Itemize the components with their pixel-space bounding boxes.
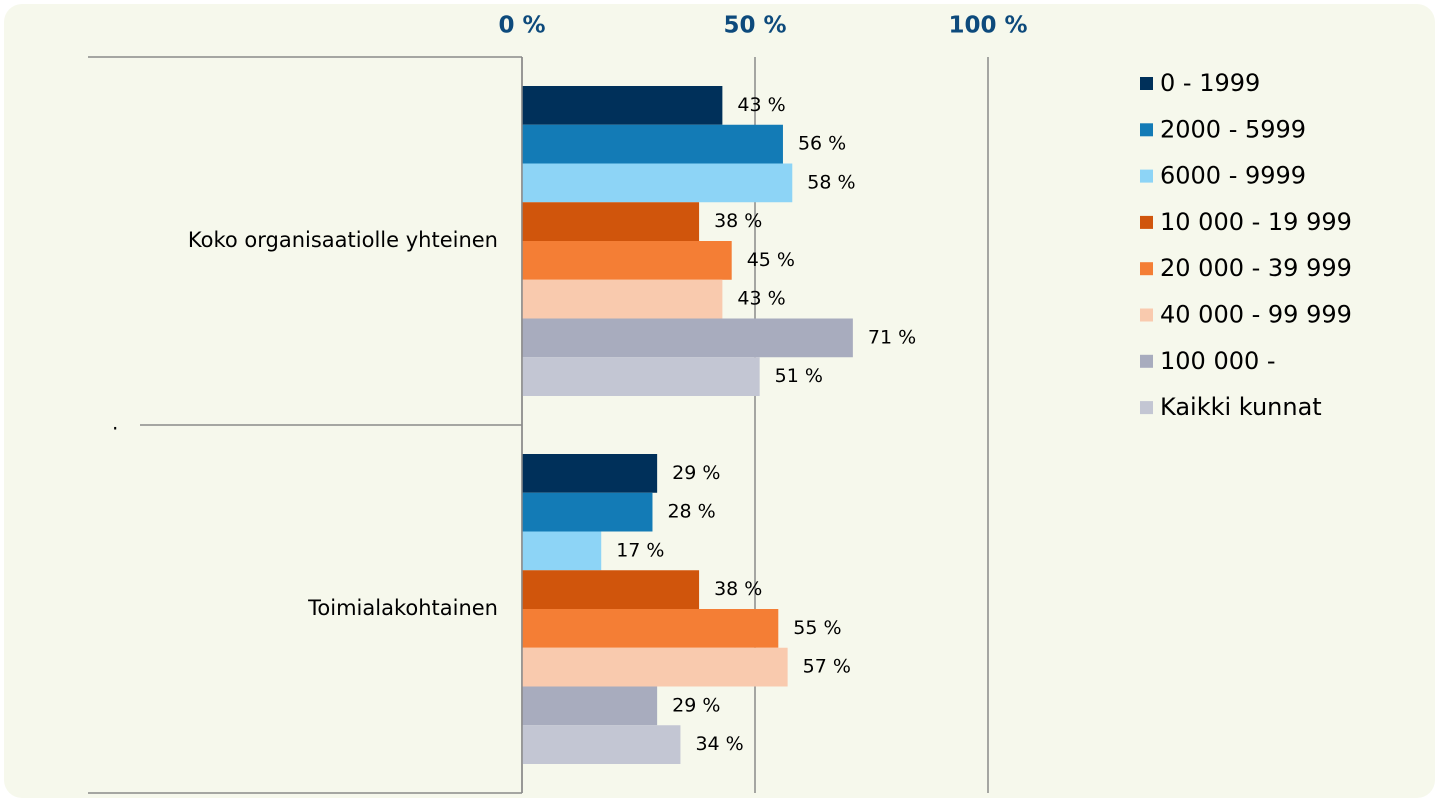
bar xyxy=(522,647,788,687)
legend-swatch xyxy=(1140,262,1153,276)
legend-swatch xyxy=(1140,215,1153,229)
bar xyxy=(522,318,853,358)
category-label: Toimialakohtainen xyxy=(307,596,498,620)
bar xyxy=(522,357,760,396)
bar xyxy=(522,531,602,571)
data-label: 43 % xyxy=(737,288,785,310)
data-label: 29 % xyxy=(672,462,720,484)
data-label: 43 % xyxy=(737,94,785,116)
legend-swatch xyxy=(1140,169,1153,183)
bar xyxy=(522,163,793,203)
category-label: Koko organisaatiolle yhteinen xyxy=(188,228,498,252)
legend-label: 0 - 1999 xyxy=(1160,69,1260,97)
bar xyxy=(522,454,658,493)
legend-label: 6000 - 9999 xyxy=(1160,162,1306,190)
data-label: 45 % xyxy=(747,249,795,271)
legend-label: Kaikki kunnat xyxy=(1160,393,1322,421)
bar xyxy=(522,570,700,609)
data-label: 58 % xyxy=(807,171,855,193)
bar xyxy=(522,124,783,164)
legend-swatch xyxy=(1140,401,1153,415)
data-label: 57 % xyxy=(803,656,851,678)
legend-label: 100 000 - xyxy=(1160,347,1276,375)
data-label: 28 % xyxy=(667,501,715,523)
legend-swatch xyxy=(1140,308,1153,322)
chart-background xyxy=(4,4,1435,798)
data-label: 29 % xyxy=(672,694,720,716)
legend-label: 40 000 - 99 999 xyxy=(1160,301,1352,329)
bar xyxy=(522,241,732,280)
data-label: 56 % xyxy=(798,133,846,155)
x-tick-label: 100 % xyxy=(948,13,1027,39)
annotation: . xyxy=(112,411,118,435)
data-label: 17 % xyxy=(616,539,664,561)
bar xyxy=(522,492,653,532)
data-label: 51 % xyxy=(775,365,823,387)
data-label: 38 % xyxy=(714,578,762,600)
bar xyxy=(522,279,723,319)
legend-swatch xyxy=(1140,123,1153,137)
legend-label: 2000 - 5999 xyxy=(1160,115,1306,143)
legend-label: 20 000 - 39 999 xyxy=(1160,254,1352,282)
bar xyxy=(522,686,658,726)
data-label: 38 % xyxy=(714,210,762,232)
bar xyxy=(522,86,723,125)
legend-swatch xyxy=(1140,77,1153,90)
bar xyxy=(522,725,681,764)
data-label: 55 % xyxy=(793,617,841,639)
legend-label: 10 000 - 19 999 xyxy=(1160,208,1352,236)
legend-swatch xyxy=(1140,354,1153,368)
x-tick-label: 50 % xyxy=(723,13,786,39)
x-tick-label: 0 % xyxy=(498,13,545,39)
data-label: 34 % xyxy=(695,733,743,755)
data-label: 71 % xyxy=(868,326,916,348)
bar xyxy=(522,609,779,648)
bar xyxy=(522,202,700,241)
